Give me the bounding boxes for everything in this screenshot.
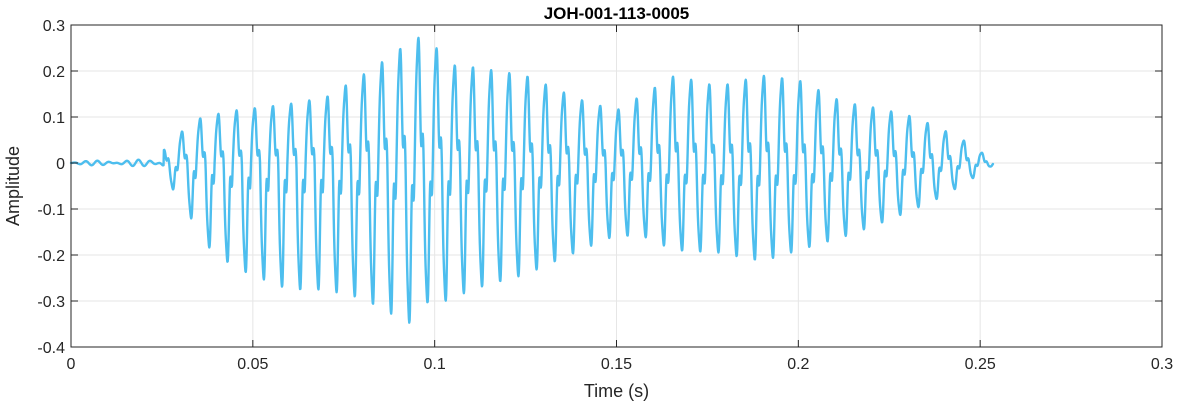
x-tick-label: 0.15 — [601, 356, 632, 373]
chart-title: JOH-001-113-0005 — [544, 4, 690, 23]
x-tick-label: 0.1 — [424, 356, 446, 373]
y-tick-label: 0.3 — [43, 18, 65, 35]
y-tick-label: 0 — [56, 156, 65, 173]
x-tick-label: 0.05 — [237, 356, 268, 373]
y-tick-label: 0.1 — [43, 110, 65, 127]
x-tick-label: 0.3 — [1151, 356, 1173, 373]
signal-line — [69, 36, 995, 324]
x-tick-label: 0.2 — [787, 356, 809, 373]
grid — [70, 24, 1163, 348]
x-tick-label: 0.25 — [965, 356, 996, 373]
y-tick-label: -0.2 — [37, 248, 65, 265]
x-tick-label: 0 — [67, 356, 76, 373]
y-tick-label: 0.2 — [43, 64, 65, 81]
x-axis-ticks: 0 0.05 0.1 0.15 0.2 0.25 0.3 — [67, 25, 1173, 373]
y-tick-label: -0.4 — [37, 340, 65, 357]
plot-area — [69, 36, 995, 324]
y-tick-label: -0.3 — [37, 294, 65, 311]
x-axis-label: Time (s) — [584, 381, 649, 401]
y-tick-label: -0.1 — [37, 202, 65, 219]
y-axis-ticks: -0.4 -0.3 -0.2 -0.1 0 0.1 0.2 0.3 — [37, 18, 1162, 357]
y-axis-label: Amplitude — [3, 146, 23, 226]
